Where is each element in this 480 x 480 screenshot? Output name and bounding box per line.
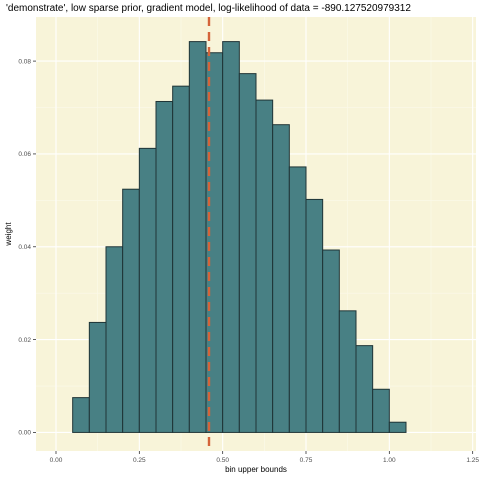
x-tick-label: 0.25 bbox=[133, 457, 146, 464]
histogram-bar bbox=[172, 85, 190, 433]
histogram-bar bbox=[88, 321, 107, 433]
chart-title: 'demonstrate', low sparse prior, gradien… bbox=[6, 3, 411, 14]
histogram-bar bbox=[272, 124, 290, 433]
y-axis: 0.00 0.02 0.04 0.06 0.08 bbox=[18, 58, 36, 437]
histogram-bar bbox=[288, 166, 307, 433]
histogram-bar bbox=[255, 99, 274, 433]
y-tick-label: 0.04 bbox=[18, 244, 31, 251]
x-tick-label: 0.75 bbox=[300, 457, 313, 464]
x-tick-label: 0.00 bbox=[50, 457, 63, 464]
y-tick-label: 0.06 bbox=[18, 151, 31, 158]
histogram-bar bbox=[105, 246, 124, 433]
x-axis: 0.00 0.25 0.50 0.75 1.00 1.25 bbox=[50, 451, 479, 464]
x-tick-label: 0.50 bbox=[216, 457, 229, 464]
histogram-bar bbox=[122, 188, 140, 433]
histogram-bar bbox=[372, 388, 390, 433]
x-axis-label: bin upper bounds bbox=[225, 465, 287, 474]
y-tick-label: 0.00 bbox=[18, 430, 31, 437]
histogram-bar bbox=[388, 421, 407, 433]
histogram-bar bbox=[222, 41, 240, 433]
histogram-bars bbox=[72, 41, 407, 433]
histogram-bar bbox=[155, 100, 174, 433]
y-tick-label: 0.08 bbox=[18, 58, 31, 65]
histogram-bar bbox=[138, 147, 157, 433]
x-tick-label: 1.25 bbox=[466, 457, 479, 464]
histogram-bar bbox=[305, 198, 324, 433]
histogram-bar bbox=[338, 310, 357, 433]
y-axis-label: weight bbox=[4, 222, 13, 247]
histogram-bar bbox=[188, 41, 207, 433]
x-tick-label: 1.00 bbox=[383, 457, 396, 464]
histogram-bar bbox=[355, 345, 374, 433]
histogram-bar bbox=[238, 73, 257, 433]
histogram-bar bbox=[322, 249, 340, 433]
y-tick-label: 0.02 bbox=[18, 337, 31, 344]
histogram-bar bbox=[72, 397, 90, 433]
